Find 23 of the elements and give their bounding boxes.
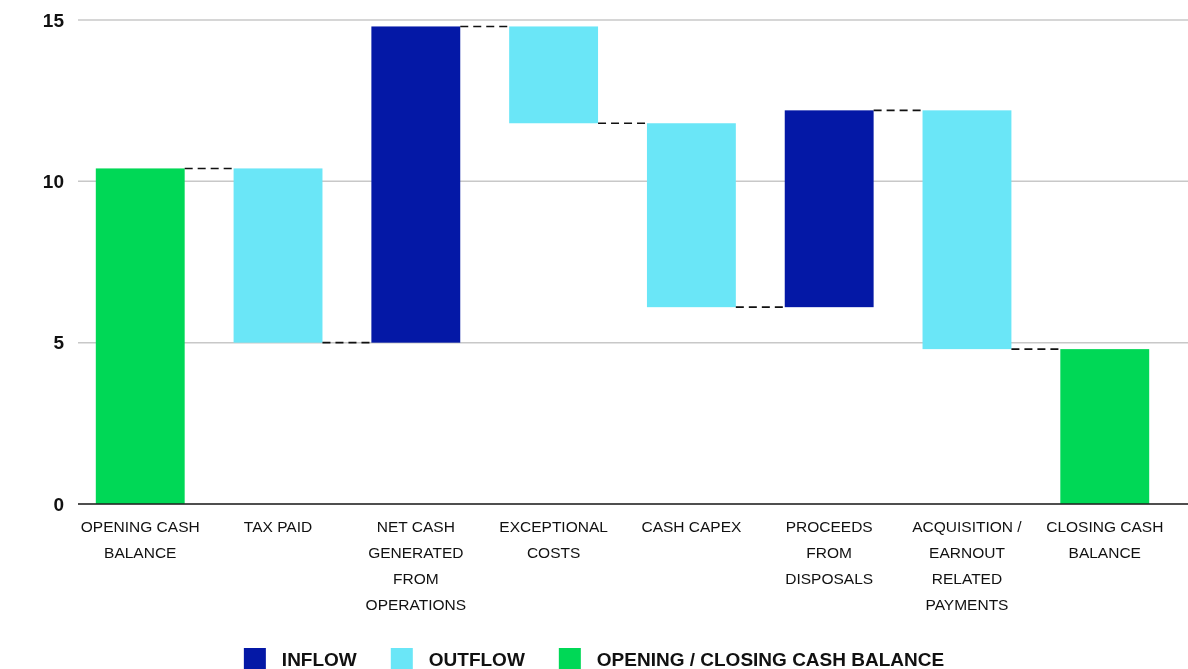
x-tick-label: OPENING CASH BALANCE xyxy=(80,518,200,561)
bar xyxy=(784,110,874,308)
y-tick-label: 0 xyxy=(53,493,64,515)
x-tick-label: NET CASH GENERATED FROM OPERATIONS xyxy=(365,518,467,613)
bar xyxy=(1060,349,1150,504)
bar xyxy=(233,168,323,343)
bar xyxy=(646,123,736,308)
x-tick-label: PROCEEDS FROM DISPOSALS xyxy=(785,518,874,587)
x-tick-label: ACQUISITION / EARNOUT RELATED PAYMENTS xyxy=(912,518,1023,613)
bar xyxy=(371,26,461,343)
bar xyxy=(95,168,185,504)
bar xyxy=(509,26,599,124)
x-tick-label: EXCEPTIONAL COSTS xyxy=(499,518,609,561)
legend-label: OPENING / CLOSING CASH BALANCE xyxy=(596,649,945,669)
bar xyxy=(922,110,1012,350)
x-tick-label: CLOSING CASH BALANCE xyxy=(1046,518,1164,561)
x-tick-label: TAX PAID xyxy=(243,518,313,535)
x-tick-label: CASH CAPEX xyxy=(641,518,743,535)
y-tick-label: 10 xyxy=(42,170,64,192)
legend-label: INFLOW xyxy=(281,649,357,669)
y-tick-label: 5 xyxy=(53,332,65,354)
y-tick-label: 15 xyxy=(42,9,65,31)
legend-label: OUTFLOW xyxy=(428,649,525,669)
